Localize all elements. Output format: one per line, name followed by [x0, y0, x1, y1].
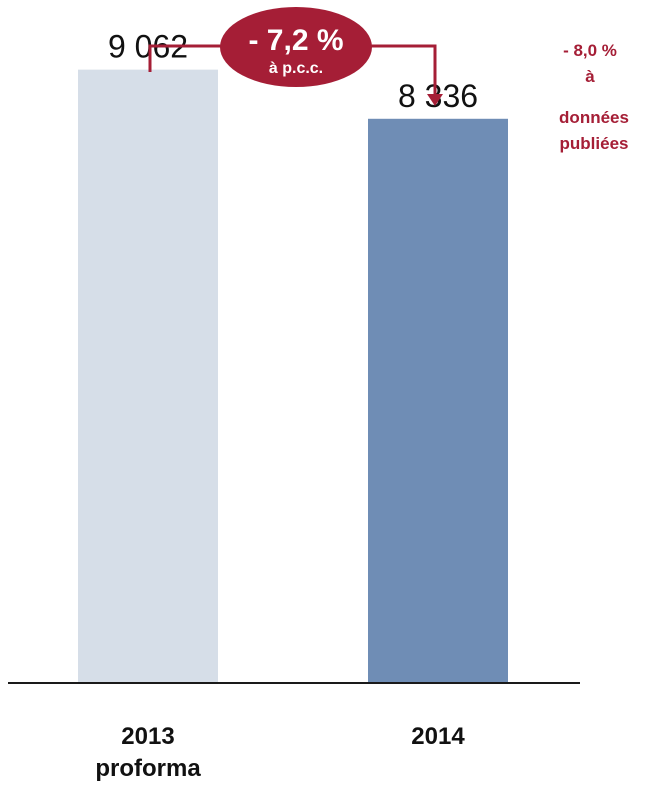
change-badge-main: - 7,2 % — [248, 24, 343, 57]
change-badge-sub: à p.c.c. — [269, 60, 323, 77]
side-note-line-2: à — [585, 67, 595, 86]
side-note: - 8,0 % à données publiées — [559, 41, 629, 153]
category-label-2013: 2013 — [121, 723, 174, 750]
side-note-line-1: - 8,0 % — [563, 41, 617, 60]
change-badge — [220, 7, 372, 87]
side-note-line-3: données — [559, 108, 629, 127]
bar-2014 — [368, 118, 508, 683]
arrow-head-icon — [427, 94, 443, 106]
bar-2013 — [78, 69, 218, 683]
category-label-2013-line-2: proforma — [95, 755, 201, 782]
category-label-2014: 2014 — [411, 723, 465, 750]
change-annotation: - 7,2 % à p.c.c. — [148, 7, 443, 106]
side-note-line-4: publiées — [560, 134, 629, 153]
